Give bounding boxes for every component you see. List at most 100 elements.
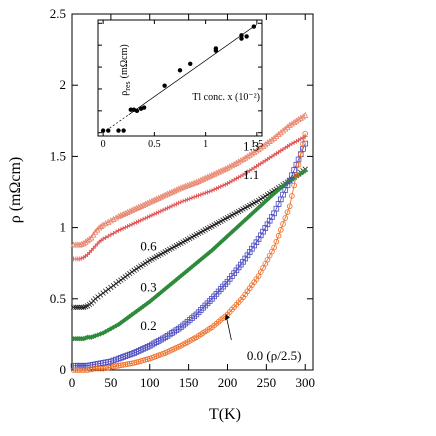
data-point bbox=[189, 195, 195, 201]
x-tick-label: 50 bbox=[104, 375, 117, 390]
data-point bbox=[135, 203, 142, 210]
data-point bbox=[118, 277, 124, 283]
data-point bbox=[275, 130, 282, 138]
series-label: 0.0 (ρ/2.5) bbox=[247, 348, 302, 363]
data-point bbox=[72, 367, 79, 373]
data-point bbox=[87, 366, 93, 373]
inset-data-point bbox=[251, 24, 256, 29]
data-point bbox=[295, 116, 302, 123]
data-point bbox=[136, 218, 142, 224]
data-point bbox=[127, 270, 133, 277]
y-tick-label: 2.5 bbox=[50, 6, 66, 21]
inset-data-point bbox=[141, 105, 147, 110]
data-point bbox=[229, 178, 235, 184]
data-point bbox=[100, 290, 106, 296]
data-point bbox=[162, 206, 168, 212]
data-point bbox=[80, 239, 87, 247]
data-point bbox=[97, 292, 104, 298]
data-point bbox=[105, 364, 112, 371]
data-point bbox=[180, 198, 186, 204]
data-point bbox=[124, 208, 131, 215]
data-point bbox=[228, 162, 235, 169]
data-point bbox=[115, 279, 122, 285]
data-point bbox=[142, 215, 148, 221]
data-point bbox=[155, 194, 162, 201]
data-point bbox=[100, 221, 107, 228]
data-point bbox=[108, 232, 114, 238]
data-point bbox=[113, 229, 119, 235]
data-point bbox=[248, 150, 255, 157]
data-point bbox=[215, 168, 222, 175]
data-point bbox=[103, 288, 109, 294]
series-0.3 bbox=[70, 167, 308, 342]
data-point bbox=[280, 221, 286, 227]
data-point bbox=[300, 141, 306, 147]
data-point bbox=[213, 186, 219, 191]
data-point bbox=[284, 123, 291, 130]
data-point bbox=[100, 365, 106, 372]
data-point bbox=[202, 174, 209, 181]
data-point bbox=[286, 121, 293, 128]
inset-data-point bbox=[177, 68, 183, 73]
data-point bbox=[167, 204, 173, 210]
data-point bbox=[299, 113, 307, 120]
data-point bbox=[289, 193, 295, 199]
data-point bbox=[147, 213, 153, 219]
data-point bbox=[222, 165, 229, 172]
y-tick-label: 2 bbox=[60, 77, 67, 92]
data-point bbox=[200, 191, 206, 197]
data-point bbox=[151, 211, 157, 217]
data-point bbox=[146, 198, 153, 205]
data-point bbox=[295, 156, 302, 163]
data-point bbox=[205, 189, 210, 195]
data-point bbox=[286, 203, 293, 210]
data-point bbox=[182, 182, 189, 189]
data-point bbox=[96, 224, 103, 231]
data-point bbox=[70, 304, 77, 311]
data-point bbox=[120, 210, 127, 217]
data-point bbox=[70, 367, 77, 373]
data-point bbox=[218, 184, 224, 189]
data-point bbox=[273, 132, 280, 139]
data-point bbox=[108, 284, 114, 291]
data-point bbox=[213, 169, 220, 176]
inset-y-unit: (mΩcm) bbox=[119, 44, 130, 78]
data-point bbox=[118, 227, 124, 232]
data-point bbox=[125, 223, 130, 229]
data-point bbox=[148, 197, 156, 204]
data-point bbox=[124, 272, 131, 278]
data-point bbox=[171, 202, 177, 208]
inset-x-axis-title: Tl conc. x (10⁻²) bbox=[192, 92, 260, 103]
data-point bbox=[82, 367, 88, 373]
y-tick-label: 1.5 bbox=[50, 148, 66, 163]
inset-data-point bbox=[121, 128, 126, 133]
data-point bbox=[110, 215, 117, 222]
data-point bbox=[237, 157, 244, 164]
data-point bbox=[131, 205, 138, 212]
inset-x-tick-label: 0 bbox=[101, 139, 106, 150]
series-1.1 bbox=[71, 134, 308, 262]
main-plot: 0 50 100 150 200 250 300 0 0.5 1 1.5 2 2.5 1.3 1.1 0.6 0… bbox=[50, 6, 315, 390]
inset-data-point bbox=[128, 107, 133, 112]
data-point bbox=[219, 166, 227, 173]
data-point bbox=[211, 187, 217, 192]
data-point bbox=[176, 200, 182, 206]
data-point bbox=[100, 236, 106, 242]
inset-data-point bbox=[100, 128, 106, 133]
y-tick-label: 0 bbox=[60, 362, 67, 377]
data-point bbox=[82, 238, 89, 245]
data-point bbox=[220, 183, 226, 188]
data-point bbox=[126, 207, 133, 214]
data-point bbox=[88, 234, 95, 241]
data-point bbox=[160, 207, 166, 213]
inset-data-point bbox=[116, 128, 121, 133]
data-point bbox=[191, 179, 198, 186]
y-tick-label: 0.5 bbox=[50, 291, 66, 306]
inset-data-point bbox=[239, 36, 244, 41]
plot-frame bbox=[71, 13, 314, 371]
data-point bbox=[153, 195, 160, 202]
data-point bbox=[90, 231, 97, 238]
data-point bbox=[253, 147, 260, 154]
data-point bbox=[178, 199, 184, 205]
data-point bbox=[193, 178, 200, 185]
